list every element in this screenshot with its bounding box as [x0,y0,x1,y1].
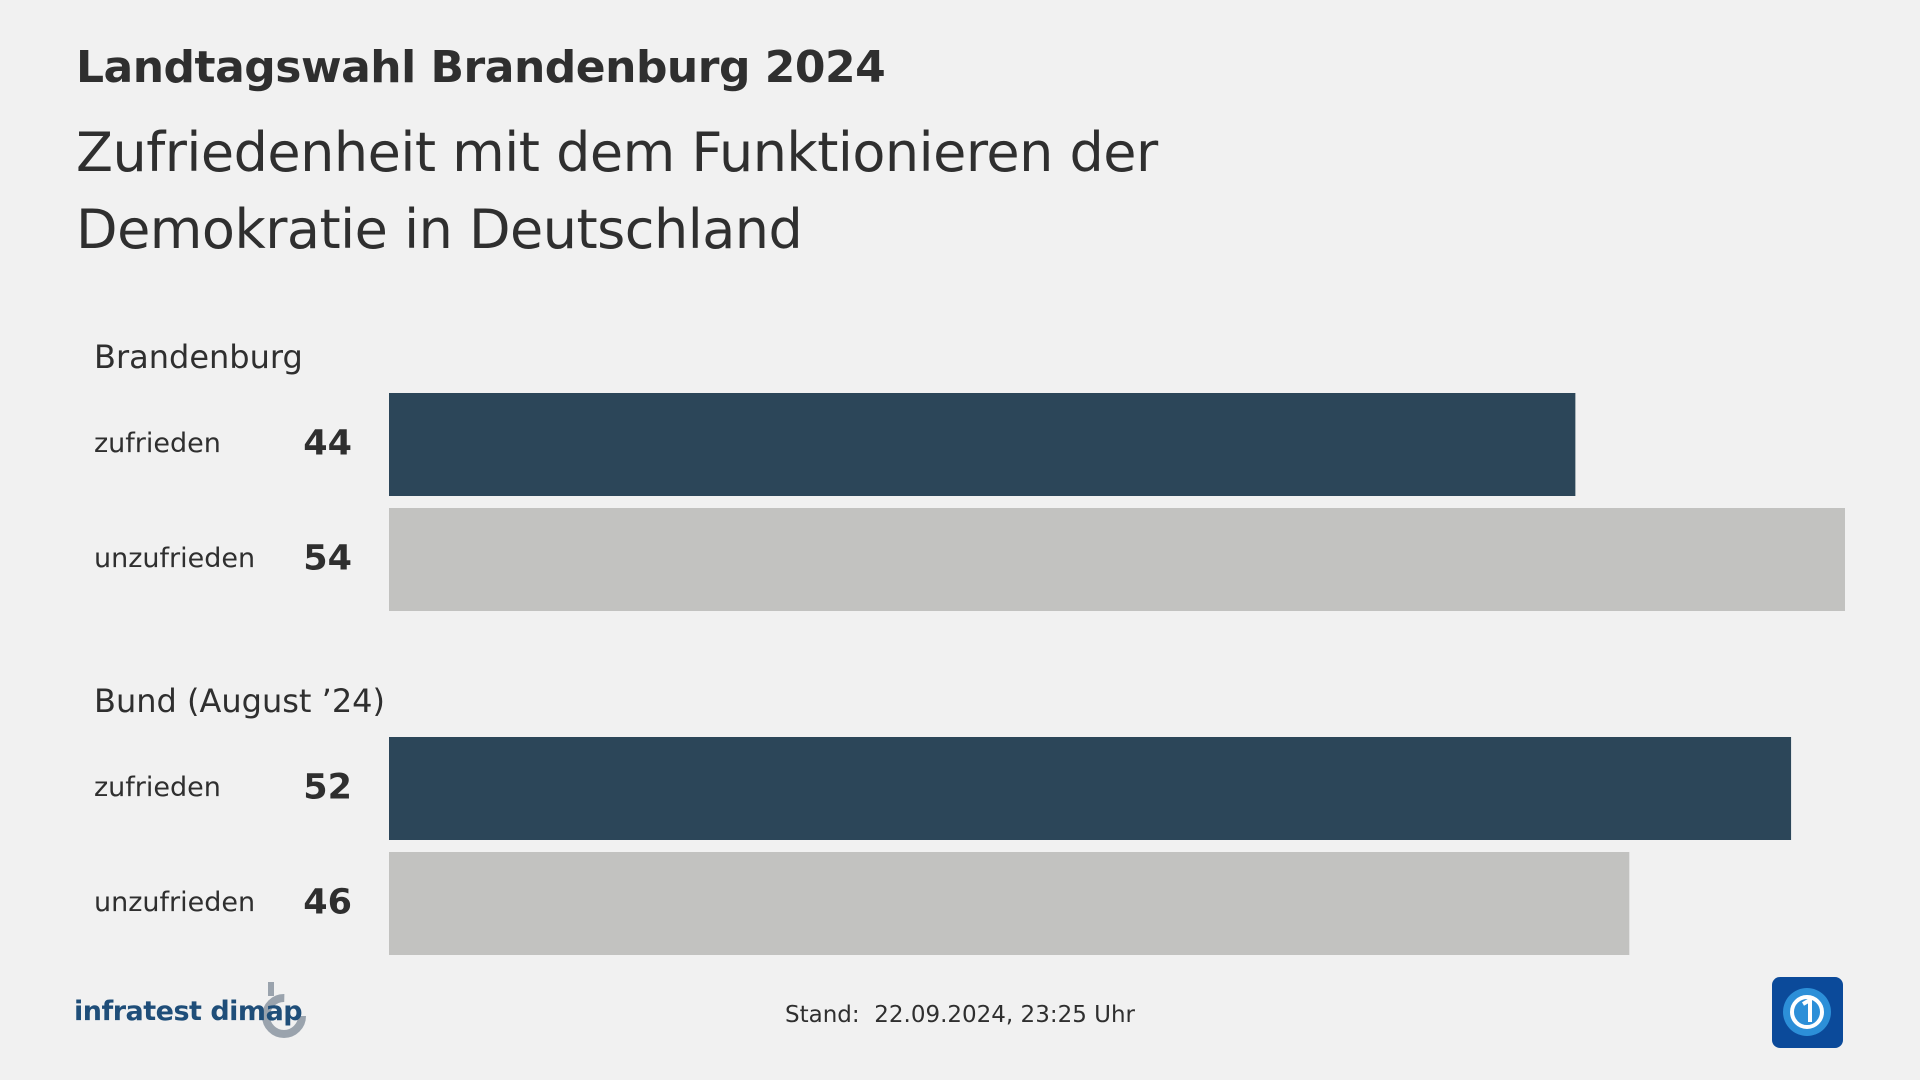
bar [389,852,1630,955]
group-label: Bund (August ’24) [94,682,385,720]
bar [389,393,1576,496]
source-icon [262,982,306,1038]
category-label: unzufrieden [94,887,255,918]
bar [389,508,1845,611]
bar [389,737,1792,840]
group-label: Brandenburg [94,338,303,376]
value-label: 44 [303,424,352,464]
value-label: 46 [303,883,352,923]
category-label: unzufrieden [94,543,255,574]
value-label: 52 [303,768,352,808]
chart-subtitle: Zufriedenheit mit dem Funktionieren der … [76,121,1158,261]
source-label: infratest dimap [74,996,303,1027]
category-label: zufrieden [94,772,221,803]
footer: Stand: 22.09.2024, 23:25 Uhr [784,1002,1136,1028]
broadcaster-logo [1772,977,1843,1048]
value-label: 54 [303,539,352,579]
category-label: zufrieden [94,428,221,459]
chart-title: Landtagswahl Brandenburg 2024 [76,42,886,93]
